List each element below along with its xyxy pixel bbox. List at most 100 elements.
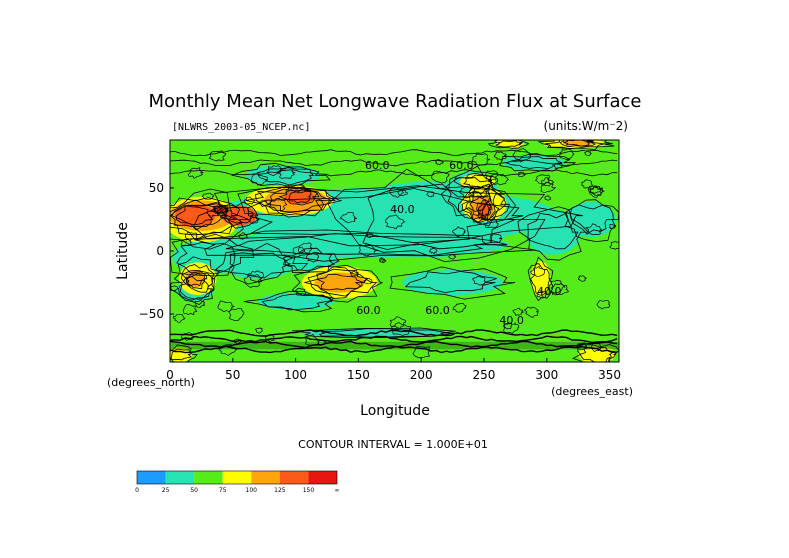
contour-line [172, 314, 186, 323]
contour-line [385, 214, 406, 230]
contour-label: 40.0 [390, 203, 415, 216]
contour-line [223, 206, 254, 224]
contour-line [327, 168, 546, 263]
x-tick-label: 150 [347, 368, 370, 382]
contour-line [170, 348, 192, 361]
contour-line [548, 280, 566, 294]
contour-line [589, 186, 606, 196]
contour-line [472, 275, 486, 286]
contour-line [458, 183, 510, 227]
contour-line [265, 334, 276, 343]
y-axis-label: Latitude [115, 222, 131, 280]
contour-line [391, 322, 412, 336]
contour-line [237, 232, 248, 240]
contour-line [170, 329, 618, 337]
contour-line [212, 205, 229, 213]
contour-line [170, 169, 618, 177]
contour-line [587, 185, 602, 194]
contour-line [452, 226, 466, 237]
x-tick-label: 50 [225, 368, 240, 382]
contour-line [243, 274, 263, 288]
contour-line [378, 257, 385, 263]
contour-line [578, 275, 588, 282]
contour-line [214, 242, 309, 285]
contour-line [255, 184, 336, 218]
x-tick-label: 100 [284, 368, 307, 382]
contour-line [527, 256, 554, 302]
contour-line [247, 270, 264, 283]
file-label: [NLWRS_2003-05_NCEP.nc] [172, 122, 310, 133]
contour-line [170, 149, 618, 157]
colorbar-label: 100 [246, 487, 258, 494]
contour-line [366, 232, 374, 238]
contour-line [412, 345, 431, 359]
contour-line [502, 322, 520, 334]
contour-line [175, 205, 214, 225]
contour-line [512, 307, 524, 316]
contour-line [363, 277, 373, 285]
antarctic-band [170, 341, 619, 350]
contour-line [489, 233, 503, 244]
contour-line [247, 188, 524, 244]
contour-line [571, 343, 619, 362]
contour-line [527, 212, 579, 250]
contour-line [184, 231, 198, 242]
contour-line [288, 189, 312, 204]
contour-line [549, 282, 569, 296]
field-region [257, 292, 334, 311]
colorbar-label: 25 [162, 487, 170, 494]
contour-line [523, 306, 540, 318]
field-region [565, 201, 616, 238]
contour-line [487, 140, 530, 149]
contour-line [176, 241, 236, 275]
contour-line [250, 173, 269, 186]
contour-line [318, 328, 449, 338]
contour-line [461, 187, 508, 221]
contour-interval-label: CONTOUR INTERVAL = 1.000E+01 [298, 438, 488, 451]
contour-line [544, 140, 605, 150]
colorbar-label: 125 [274, 487, 286, 494]
contour-line [339, 212, 358, 224]
contour-line [170, 285, 180, 292]
contour-line [537, 140, 615, 151]
x-tick-label: 300 [535, 368, 558, 382]
contour-line [229, 252, 291, 279]
contour-line [608, 223, 617, 230]
x-tick-label: 0 [166, 368, 174, 382]
contour-line [428, 247, 438, 255]
contour-line [182, 303, 198, 316]
contour-line [261, 293, 333, 311]
contour-line [257, 199, 269, 208]
contour-line [485, 219, 499, 228]
heatmap-plot-area: 60.0 60.0 40.0 60.0 60.0 40.0 40.0 [169, 139, 620, 363]
contour-line [225, 233, 508, 256]
contour-line [216, 208, 233, 220]
contour-line [469, 196, 492, 220]
contour-line [530, 263, 551, 296]
contour-line [254, 327, 263, 334]
contour-line [316, 273, 364, 291]
colorbar-swatch [165, 471, 195, 484]
contour-line [178, 276, 213, 301]
contour-line [471, 153, 491, 166]
contour-line [358, 243, 378, 257]
contour-line [170, 199, 237, 241]
x-tick-label: 200 [410, 368, 433, 382]
contour-label: 40.0 [537, 285, 562, 298]
contour-line [243, 196, 256, 205]
y-tick-label: 50 [149, 181, 164, 195]
contour-line [493, 151, 507, 161]
units-label: (units:W/m⁻2) [544, 119, 628, 133]
contour-line [448, 253, 457, 260]
chart-title: Monthly Mean Net Longwave Radiation Flux… [149, 91, 642, 112]
contour-line [596, 300, 611, 310]
colorbar-label: 50 [190, 487, 198, 494]
field-region [314, 272, 365, 293]
contour-label: 40.0 [499, 314, 524, 327]
contour-line [512, 148, 532, 163]
x-tick-label: 250 [473, 368, 496, 382]
contour-line [485, 170, 500, 181]
contour-line [452, 302, 467, 313]
contour-line [292, 246, 306, 255]
